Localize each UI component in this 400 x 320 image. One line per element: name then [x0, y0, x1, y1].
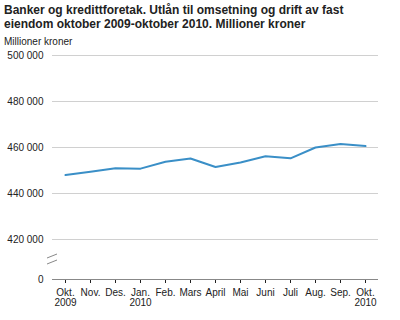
svg-text:500 000: 500 000: [7, 50, 44, 61]
svg-text:Juni: Juni: [256, 287, 274, 298]
svg-text:Sep.: Sep.: [330, 287, 351, 298]
svg-text:440 000: 440 000: [7, 188, 44, 199]
svg-text:420 000: 420 000: [7, 234, 44, 245]
svg-text:April: April: [205, 287, 225, 298]
html-text:Millioner kroner: Millioner kroner: [4, 36, 73, 47]
svg-text:Feb.: Feb.: [155, 287, 175, 298]
html-text:Banker og kredittforetak. Utlå: Banker og kredittforetak. Utlån til omse…: [4, 3, 344, 31]
svg-text:Mai: Mai: [232, 287, 248, 298]
svg-text:Nov.: Nov.: [81, 287, 101, 298]
svg-text:Okt.2010: Okt.2010: [354, 287, 377, 308]
svg-text:Aug.: Aug.: [305, 287, 326, 298]
svg-text:Jan.2010: Jan.2010: [129, 287, 152, 308]
svg-text:Mars: Mars: [179, 287, 201, 298]
svg-text:Des.: Des.: [105, 287, 126, 298]
svg-text:0: 0: [38, 274, 44, 285]
svg-text:480 000: 480 000: [7, 96, 44, 107]
svg-text:460 000: 460 000: [7, 142, 44, 153]
svg-text:Juli: Juli: [283, 287, 298, 298]
svg-text:Okt.2009: Okt.2009: [54, 287, 77, 308]
